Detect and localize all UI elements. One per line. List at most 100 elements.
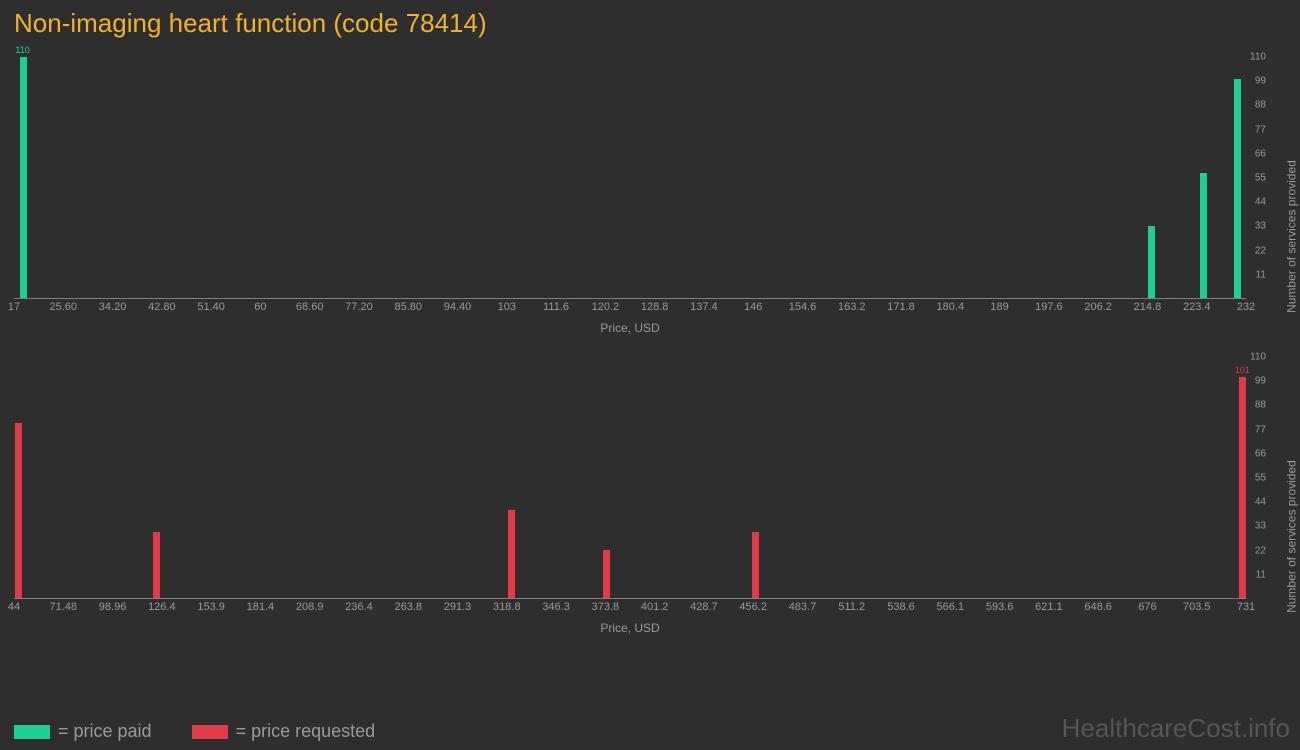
xlabel-top: Price, USD [14, 321, 1246, 335]
chart-price-paid: 110 1725.6034.2042.8051.406068.6077.2085… [14, 49, 1286, 349]
xtick: 703.5 [1183, 601, 1211, 613]
ytick: 88 [1255, 400, 1266, 411]
chart-area: 110 1725.6034.2042.8051.406068.6077.2085… [14, 49, 1286, 649]
ytick: 110 [1250, 52, 1266, 63]
xticks-bottom: 4471.4898.96126.4153.9181.4208.9236.4263… [14, 601, 1246, 617]
bar [752, 532, 759, 598]
xtick: 153.9 [197, 601, 225, 613]
xtick: 137.4 [690, 301, 718, 313]
xtick: 103 [498, 301, 516, 313]
bar [603, 550, 610, 598]
xtick: 71.48 [50, 601, 78, 613]
xtick: 60 [254, 301, 266, 313]
xtick: 593.6 [986, 601, 1014, 613]
xtick: 291.3 [444, 601, 472, 613]
ytick: 55 [1255, 173, 1266, 184]
legend-swatch-requested [192, 725, 228, 739]
ylabel-bottom: Number of services provided [1285, 460, 1299, 613]
xtick: 181.4 [247, 601, 275, 613]
xtick: 171.8 [887, 301, 915, 313]
xtick: 126.4 [148, 601, 176, 613]
xtick: 25.60 [50, 301, 78, 313]
bar [1200, 173, 1207, 298]
xtick: 566.1 [937, 601, 965, 613]
xtick: 401.2 [641, 601, 669, 613]
yticks-bottom: 112233445566778899110 [1246, 357, 1266, 599]
ytick: 22 [1255, 245, 1266, 256]
xtick: 373.8 [592, 601, 620, 613]
xtick: 85.80 [394, 301, 422, 313]
ytick: 44 [1255, 497, 1266, 508]
xtick: 77.20 [345, 301, 373, 313]
ytick: 66 [1255, 148, 1266, 159]
ytick: 44 [1255, 197, 1266, 208]
ytick: 88 [1255, 100, 1266, 111]
xtick: 648.6 [1084, 601, 1112, 613]
xtick: 197.6 [1035, 301, 1063, 313]
xlabel-bottom: Price, USD [14, 621, 1246, 635]
xtick: 483.7 [789, 601, 817, 613]
xtick: 68.60 [296, 301, 324, 313]
legend-item-requested: = price requested [192, 721, 376, 742]
xtick: 189 [990, 301, 1008, 313]
xtick: 180.4 [937, 301, 965, 313]
xtick: 232 [1237, 301, 1255, 313]
ytick: 99 [1255, 376, 1266, 387]
xtick: 120.2 [592, 301, 620, 313]
bar [508, 510, 515, 598]
xtick: 428.7 [690, 601, 718, 613]
bar [153, 532, 160, 598]
xtick: 731 [1237, 601, 1255, 613]
bar [1148, 226, 1155, 298]
xtick: 94.40 [444, 301, 472, 313]
xtick: 208.9 [296, 601, 324, 613]
xtick: 263.8 [394, 601, 422, 613]
xtick: 128.8 [641, 301, 669, 313]
legend: = price paid = price requested [14, 721, 375, 742]
xtick: 538.6 [887, 601, 915, 613]
xtick: 214.8 [1134, 301, 1162, 313]
xtick: 676 [1138, 601, 1156, 613]
bar [1234, 79, 1241, 298]
watermark: HealthcareCost.info [1062, 713, 1290, 744]
ytick: 22 [1255, 545, 1266, 556]
xtick: 163.2 [838, 301, 866, 313]
ytick: 77 [1255, 424, 1266, 435]
ytick: 11 [1256, 269, 1266, 280]
plot-area-top: 110 [14, 57, 1246, 299]
legend-item-paid: = price paid [14, 721, 152, 742]
xtick: 318.8 [493, 601, 521, 613]
xtick: 511.2 [838, 601, 865, 613]
xtick: 51.40 [197, 301, 225, 313]
xtick: 223.4 [1183, 301, 1211, 313]
xtick: 206.2 [1084, 301, 1112, 313]
ytick: 77 [1255, 124, 1266, 135]
yticks-top: 112233445566778899110 [1246, 57, 1266, 299]
ytick: 66 [1255, 448, 1266, 459]
ylabel-top: Number of services provided [1285, 160, 1299, 313]
xticks-top: 1725.6034.2042.8051.406068.6077.2085.809… [14, 301, 1246, 317]
xtick: 346.3 [542, 601, 570, 613]
legend-swatch-paid [14, 725, 50, 739]
bar [20, 57, 27, 298]
bar [15, 423, 22, 598]
legend-label-paid: = price paid [58, 721, 152, 742]
chart-title: Non-imaging heart function (code 78414) [0, 0, 1300, 43]
xtick: 42.80 [148, 301, 176, 313]
ytick: 99 [1255, 76, 1266, 87]
xtick: 621.1 [1035, 601, 1063, 613]
ytick: 33 [1255, 521, 1266, 532]
xtick: 236.4 [345, 601, 373, 613]
xtick: 111.6 [543, 301, 569, 313]
ytick: 11 [1256, 569, 1266, 580]
bar-label: 110 [15, 45, 29, 55]
ytick: 110 [1250, 352, 1266, 363]
xtick: 146 [744, 301, 762, 313]
xtick: 154.6 [789, 301, 817, 313]
xtick: 34.20 [99, 301, 127, 313]
xtick: 44 [8, 601, 20, 613]
xtick: 17 [8, 301, 20, 313]
ytick: 55 [1255, 473, 1266, 484]
ytick: 33 [1255, 221, 1266, 232]
chart-price-requested: 101 4471.4898.96126.4153.9181.4208.9236.… [14, 349, 1286, 649]
